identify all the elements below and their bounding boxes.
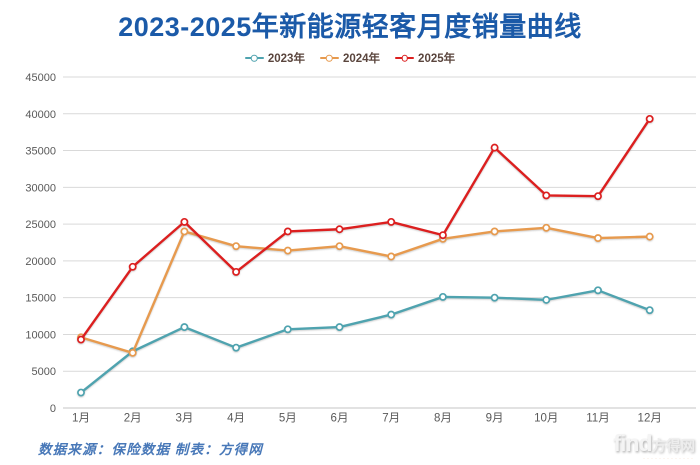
data-point-marker [490,227,499,236]
data-point-marker [645,306,654,315]
x-tick-label: 10月 [534,413,558,425]
legend-line-marker-icon [244,54,264,62]
chart-title: 2023-2025年新能源轻客月度销量曲线 [118,12,582,42]
y-tick-label: 40000 [25,109,56,121]
y-tick-label: 35000 [25,146,56,158]
y-tick-label: 15000 [25,293,56,305]
legend-item-2024[interactable]: 2024年 [319,50,381,66]
x-tick-label: 4月 [227,413,245,425]
y-tick-label: 10000 [25,329,56,341]
data-point-marker [645,114,654,123]
data-point-marker [387,252,396,261]
legend-label: 2023年 [267,53,305,65]
x-tick-label: 11月 [586,413,609,425]
data-point-marker [594,234,602,243]
legend-item-2025[interactable]: 2025年 [395,50,455,66]
data-point-marker [594,192,602,201]
x-tick-label: 8月 [434,413,452,425]
legend-item-2023[interactable]: 2023年 [244,50,305,66]
data-point-marker [542,295,551,304]
x-tick-label: 12月 [638,413,662,425]
data-point-marker [490,143,499,152]
x-tick-label: 1月 [72,413,90,425]
y-tick-label: 0 [50,403,56,415]
data-point-marker [232,267,241,276]
y-tick-label: 30000 [25,182,56,194]
data-point-marker [283,325,292,334]
series-2023 [77,286,654,397]
x-tick-label: 5月 [279,413,297,425]
series-line [79,226,651,355]
x-tick-label: 3月 [175,413,193,425]
data-point-marker [77,335,85,344]
data-point-marker [490,293,499,302]
data-point-marker [128,348,137,357]
data-point-marker [77,388,85,397]
series-line [79,117,651,341]
x-tick-label: 9月 [486,413,504,425]
legend-label: 2024年 [342,53,381,65]
x-tick-label: 7月 [382,413,400,425]
watermark: find方得网 ············· [613,430,696,463]
data-point-marker [232,242,241,251]
find-logo: find [613,430,652,456]
data-point-marker [387,217,396,226]
legend-label: 2025年 [418,53,456,65]
data-point-marker [542,223,551,232]
data-point-marker [283,246,292,255]
watermark-subtext: ············· [643,456,695,462]
data-point-marker [542,191,551,200]
data-point-marker [438,292,447,301]
y-tick-label: 45000 [25,72,56,84]
data-point-marker [232,343,241,352]
data-point-marker [128,262,137,271]
data-point-marker [335,242,344,251]
data-point-marker [387,310,396,319]
data-point-marker [180,227,189,236]
data-point-marker [335,225,344,234]
data-point-marker [645,232,654,241]
data-point-marker [180,323,189,332]
legend: 2023年 2024年 2025年 [0,50,700,66]
series-2025 [77,114,654,344]
data-point-marker [180,217,189,226]
x-tick-label: 6月 [331,413,349,425]
y-tick-label: 5000 [32,366,56,378]
legend-line-marker-icon [319,54,339,62]
series-line [79,289,651,394]
watermark-cn-text: 方得网 [651,439,696,455]
legend-line-marker-icon [395,54,415,62]
data-point-marker [283,227,292,236]
data-point-marker [335,323,344,332]
y-tick-label: 20000 [25,256,56,268]
source-note: 数据来源：保险数据 制表：方得网 [38,442,264,457]
x-tick-label: 2月 [124,413,142,425]
data-point-marker [594,286,602,295]
data-point-marker [438,231,447,240]
y-tick-label: 25000 [25,219,56,231]
